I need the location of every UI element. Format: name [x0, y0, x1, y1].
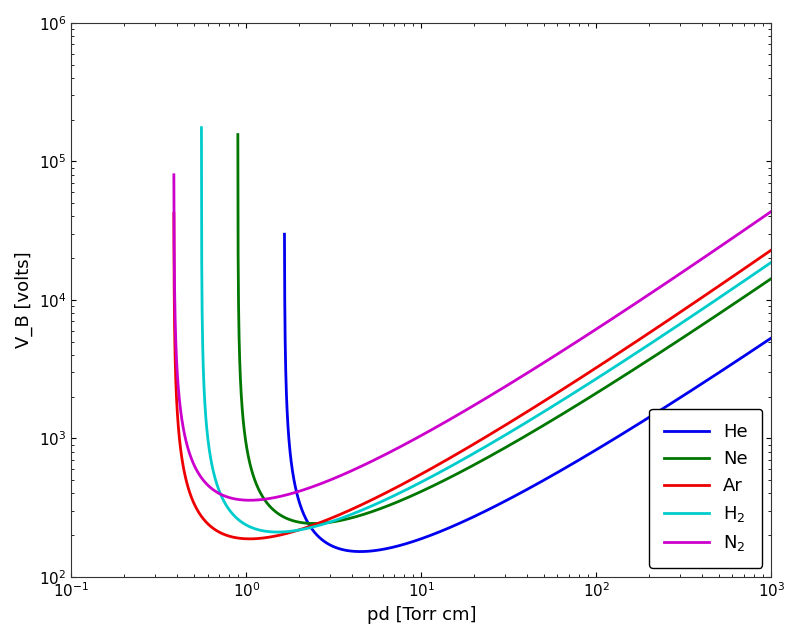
- Line: Ar: Ar: [174, 213, 771, 539]
- Ar: [745, 261, 754, 269]
- Ar: [186, 492, 196, 500]
- Ne: [468, 462, 478, 470]
- Ne: [471, 460, 481, 468]
- He: [498, 498, 508, 506]
- Line: He: He: [285, 235, 771, 551]
- Line: H$_2$: H$_2$: [202, 128, 771, 532]
- Ar: [169, 210, 178, 217]
- Ar: [522, 408, 531, 416]
- H$_2$: [265, 528, 274, 535]
- N$_2$: [169, 171, 178, 179]
- He: [355, 548, 365, 555]
- Ne: [290, 517, 299, 525]
- Ar: [245, 535, 254, 543]
- Ar: [398, 480, 408, 488]
- H$_2$: [605, 366, 614, 374]
- Ne: [766, 275, 776, 282]
- Ne: [309, 520, 318, 527]
- H$_2$: [613, 361, 622, 369]
- He: [735, 355, 745, 362]
- Line: N$_2$: N$_2$: [174, 175, 771, 500]
- Y-axis label: V_B [volts]: V_B [volts]: [15, 252, 34, 348]
- H$_2$: [534, 411, 543, 419]
- He: [446, 523, 455, 531]
- N$_2$: [251, 497, 261, 504]
- X-axis label: pd [Torr cm]: pd [Torr cm]: [366, 606, 476, 624]
- He: [343, 547, 353, 555]
- Legend: He, Ne, Ar, H$_2$, N$_2$: He, Ne, Ar, H$_2$, N$_2$: [649, 409, 762, 568]
- Ne: [618, 372, 628, 380]
- N$_2$: [745, 223, 754, 231]
- N$_2$: [245, 497, 254, 504]
- He: [386, 544, 395, 551]
- N$_2$: [522, 370, 531, 378]
- H$_2$: [197, 124, 206, 132]
- He: [280, 231, 290, 238]
- H$_2$: [273, 528, 282, 536]
- N$_2$: [398, 442, 408, 449]
- H$_2$: [234, 516, 243, 524]
- He: [766, 334, 776, 342]
- Ne: [233, 131, 242, 139]
- Ar: [482, 433, 491, 440]
- Ne: [246, 465, 256, 473]
- N$_2$: [482, 394, 491, 402]
- Ar: [251, 535, 261, 543]
- N$_2$: [766, 208, 776, 215]
- Ne: [445, 474, 454, 482]
- H$_2$: [766, 259, 776, 266]
- He: [473, 511, 482, 519]
- H$_2$: [298, 526, 307, 534]
- Ar: [766, 246, 776, 254]
- Line: Ne: Ne: [238, 135, 771, 523]
- N$_2$: [186, 454, 196, 461]
